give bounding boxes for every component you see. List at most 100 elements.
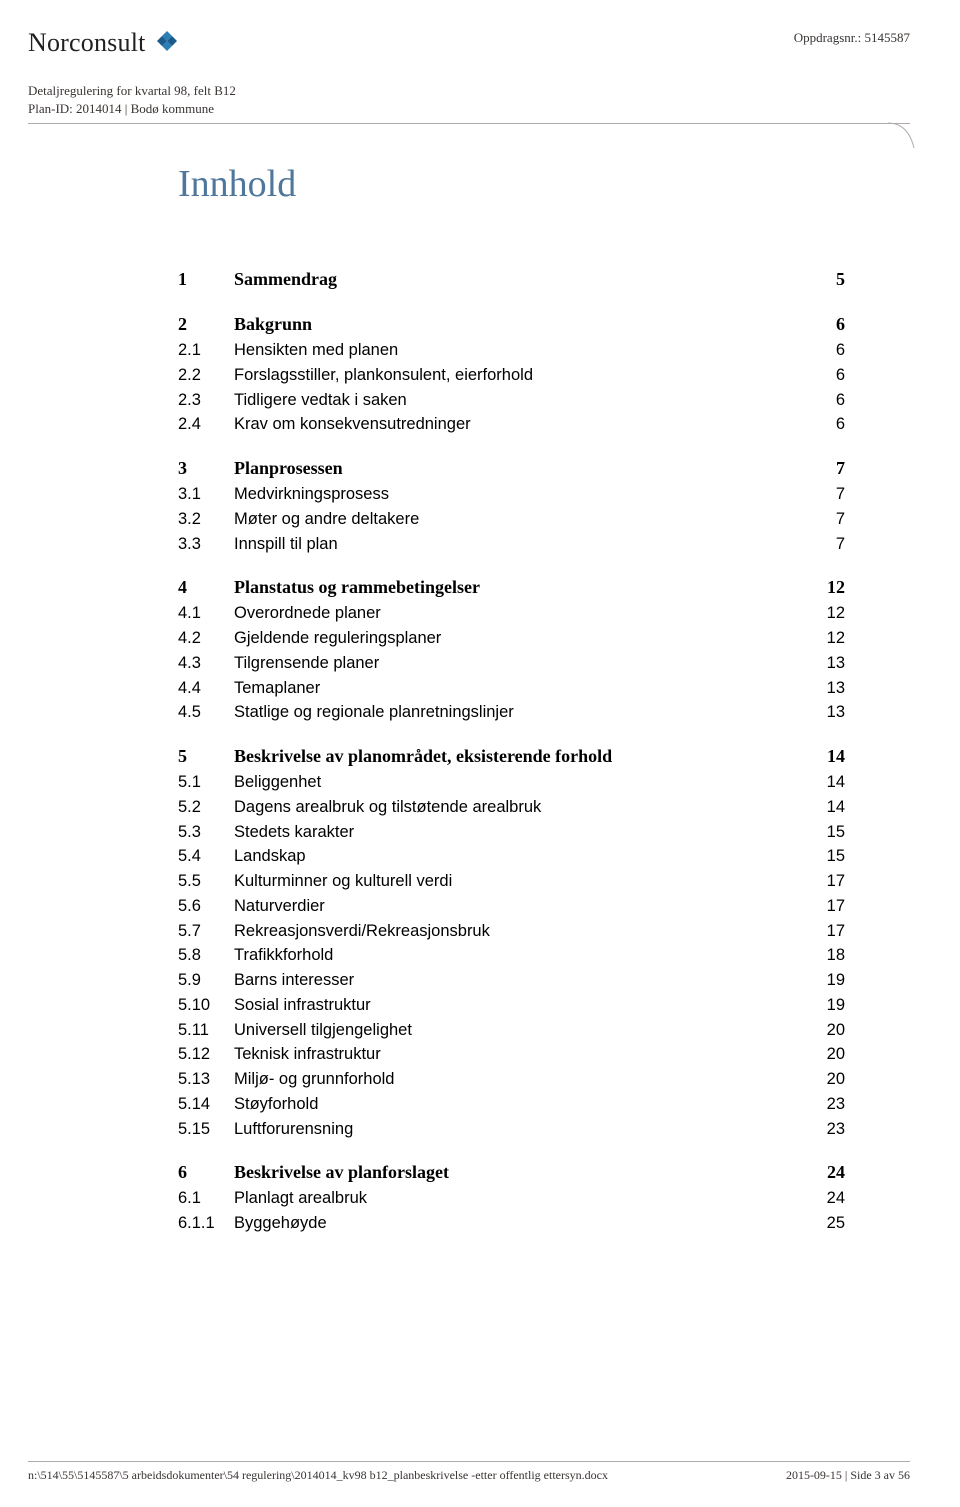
toc-left: 5.11Universell tilgjengelighet — [178, 1018, 412, 1043]
logo: Norconsult — [28, 24, 182, 61]
toc-page: 13 — [809, 700, 845, 725]
toc-row: 5.15Luftforurensning23 — [178, 1117, 845, 1142]
toc-left: 3.2Møter og andre deltakere — [178, 507, 419, 532]
toc-page: 12 — [809, 626, 845, 651]
toc-row: 2.2Forslagsstiller, plankonsulent, eierf… — [178, 363, 845, 388]
toc-number: 2 — [178, 311, 234, 338]
toc-row: 3.2Møter og andre deltakere7 — [178, 507, 845, 532]
toc-page: 19 — [809, 968, 845, 993]
toc-number: 5.12 — [178, 1042, 234, 1067]
toc-page: 7 — [809, 482, 845, 507]
toc-page: 6 — [809, 388, 845, 413]
toc-number: 5.13 — [178, 1067, 234, 1092]
toc-left: 4Planstatus og rammebetingelser — [178, 574, 480, 601]
footer-page-info: 2015-09-15 | Side 3 av 56 — [786, 1468, 910, 1483]
toc-page: 12 — [809, 601, 845, 626]
toc-page: 14 — [809, 795, 845, 820]
toc-title: Teknisk infrastruktur — [234, 1042, 381, 1067]
toc-page: 20 — [809, 1018, 845, 1043]
toc-title: Beliggenhet — [234, 770, 321, 795]
toc-title: Trafikkforhold — [234, 943, 333, 968]
toc-left: 5.9Barns interesser — [178, 968, 354, 993]
toc-left: 2.1Hensikten med planen — [178, 338, 398, 363]
toc-left: 3.3Innspill til plan — [178, 532, 338, 557]
toc-page: 6 — [809, 311, 845, 338]
toc-row: 2.4Krav om konsekvensutredninger6 — [178, 412, 845, 437]
toc-page: 7 — [809, 532, 845, 557]
toc-title: Kulturminner og kulturell verdi — [234, 869, 452, 894]
toc-title: Planstatus og rammebetingelser — [234, 574, 480, 601]
toc-row: 5.13Miljø- og grunnforhold 20 — [178, 1067, 845, 1092]
toc-title: Medvirkningsprosess — [234, 482, 389, 507]
toc-left: 6.1Planlagt arealbruk — [178, 1186, 367, 1211]
toc-left: 4.2Gjeldende reguleringsplaner — [178, 626, 441, 651]
toc-number: 4.3 — [178, 651, 234, 676]
toc-row: 4.5Statlige og regionale planretningslin… — [178, 700, 845, 725]
toc-number: 5.10 — [178, 993, 234, 1018]
toc-row: 1Sammendrag5 — [178, 266, 845, 293]
toc-row: 5.11Universell tilgjengelighet 20 — [178, 1018, 845, 1043]
toc-row: 3.1Medvirkningsprosess 7 — [178, 482, 845, 507]
toc-left: 4.4Temaplaner — [178, 676, 320, 701]
toc-number: 5.4 — [178, 844, 234, 869]
table-of-contents: 1Sammendrag52Bakgrunn62.1Hensikten med p… — [178, 266, 845, 1236]
toc-page: 17 — [809, 869, 845, 894]
toc-row: 6Beskrivelse av planforslaget24 — [178, 1159, 845, 1186]
toc-left: 5.5Kulturminner og kulturell verdi — [178, 869, 452, 894]
toc-page: 19 — [809, 993, 845, 1018]
subheader-line2: Plan-ID: 2014014 | Bodø kommune — [28, 101, 910, 117]
toc-page: 23 — [809, 1092, 845, 1117]
toc-row: 5.10Sosial infrastruktur19 — [178, 993, 845, 1018]
toc-left: 2.3Tidligere vedtak i saken — [178, 388, 407, 413]
toc-title: Overordnede planer — [234, 601, 381, 626]
toc-number: 4 — [178, 574, 234, 601]
toc-page: 24 — [809, 1159, 845, 1186]
toc-left: 5.2Dagens arealbruk og tilstøtende areal… — [178, 795, 541, 820]
toc-row: 5.12Teknisk infrastruktur20 — [178, 1042, 845, 1067]
toc-page: 15 — [809, 844, 845, 869]
toc-number: 5.7 — [178, 919, 234, 944]
toc-number: 5.1 — [178, 770, 234, 795]
toc-number: 5.5 — [178, 869, 234, 894]
toc-title: Tidligere vedtak i saken — [234, 388, 407, 413]
toc-left: 5.8Trafikkforhold — [178, 943, 333, 968]
toc-number: 6 — [178, 1159, 234, 1186]
toc-title: Innspill til plan — [234, 532, 338, 557]
toc-row: 5.14Støyforhold 23 — [178, 1092, 845, 1117]
toc-left: 5.13Miljø- og grunnforhold — [178, 1067, 395, 1092]
footer-path: n:\514\55\5145587\5 arbeidsdokumenter\54… — [28, 1468, 608, 1483]
toc-row: 5.6Naturverdier17 — [178, 894, 845, 919]
toc-left: 5.15Luftforurensning — [178, 1117, 353, 1142]
toc-title: Beskrivelse av planområdet, eksisterende… — [234, 743, 612, 770]
toc-left: 5.7Rekreasjonsverdi/Rekreasjonsbruk — [178, 919, 490, 944]
toc-row: 5Beskrivelse av planområdet, eksisterend… — [178, 743, 845, 770]
toc-row: 4.4Temaplaner13 — [178, 676, 845, 701]
toc-left: 4.5Statlige og regionale planretningslin… — [178, 700, 514, 725]
toc-row: 5.1Beliggenhet14 — [178, 770, 845, 795]
toc-title: Temaplaner — [234, 676, 320, 701]
toc-title: Statlige og regionale planretningslinjer — [234, 700, 514, 725]
toc-left: 4.3Tilgrensende planer — [178, 651, 379, 676]
toc-title: Universell tilgjengelighet — [234, 1018, 412, 1043]
toc-number: 6.1.1 — [178, 1211, 234, 1236]
toc-left: 5.6Naturverdier — [178, 894, 325, 919]
toc-left: 5.14Støyforhold — [178, 1092, 318, 1117]
toc-page: 20 — [809, 1067, 845, 1092]
toc-title: Sammendrag — [234, 266, 337, 293]
subheader-line1: Detaljregulering for kvartal 98, felt B1… — [28, 83, 910, 99]
toc-title: Krav om konsekvensutredninger — [234, 412, 471, 437]
toc-title: Møter og andre deltakere — [234, 507, 419, 532]
toc-number: 4.4 — [178, 676, 234, 701]
toc-row: 5.2Dagens arealbruk og tilstøtende areal… — [178, 795, 845, 820]
toc-title: Naturverdier — [234, 894, 325, 919]
oppdrag-number: Oppdragsnr.: 5145587 — [794, 30, 910, 46]
toc-left: 5.3Stedets karakter — [178, 820, 354, 845]
toc-number: 4.2 — [178, 626, 234, 651]
toc-page: 13 — [809, 651, 845, 676]
toc-number: 3.1 — [178, 482, 234, 507]
toc-title: Stedets karakter — [234, 820, 354, 845]
toc-row: 4.1Overordnede planer12 — [178, 601, 845, 626]
toc-title: Forslagsstiller, plankonsulent, eierforh… — [234, 363, 533, 388]
toc-number: 5.9 — [178, 968, 234, 993]
toc-page: 25 — [809, 1211, 845, 1236]
